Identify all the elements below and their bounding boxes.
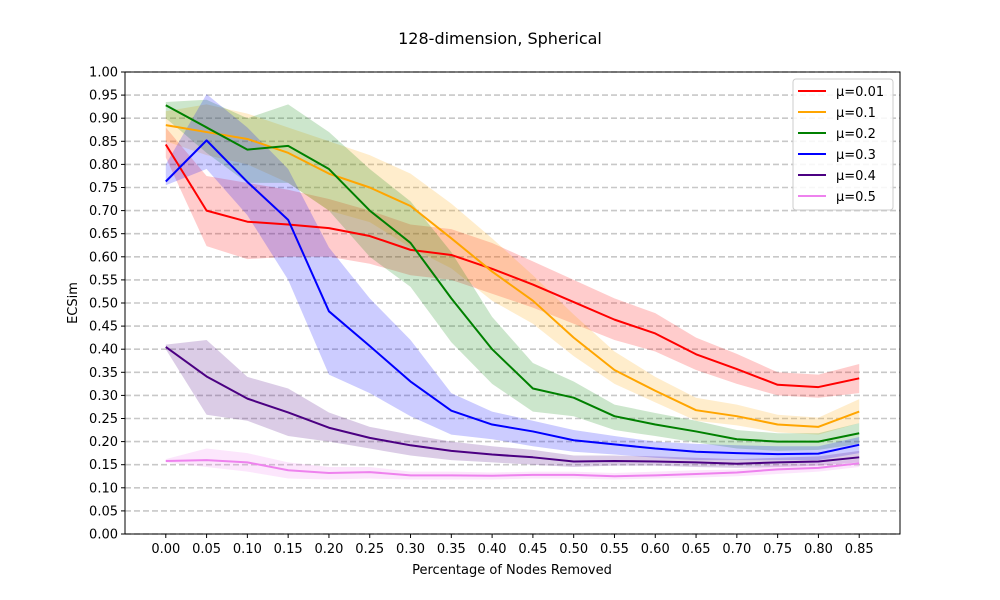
x-axis-label: Percentage of Nodes Removed bbox=[412, 563, 612, 578]
x-tick-label: 0.00 bbox=[151, 542, 180, 557]
y-axis-label: ECSim bbox=[66, 282, 81, 324]
legend-label: μ=0.3 bbox=[836, 148, 876, 163]
y-axis-ticks: 0.00 0.05 0.10 0.15 0.20 0.25 0.30 0.35 0.40 0.45… bbox=[89, 66, 125, 543]
series-band bbox=[165, 339, 860, 468]
y-tick-label: 0.25 bbox=[89, 412, 118, 427]
y-tick-label: 0.55 bbox=[89, 273, 118, 288]
series-band bbox=[165, 94, 860, 461]
series-line bbox=[165, 124, 860, 428]
y-tick-label: 0.35 bbox=[89, 366, 118, 381]
legend-label: μ=0.1 bbox=[836, 106, 876, 121]
legend-label: μ=0.5 bbox=[836, 190, 876, 205]
x-tick-label: 0.30 bbox=[396, 542, 425, 557]
series-line bbox=[164, 144, 860, 389]
legend: μ=0.01 μ=0.1 μ=0.2 μ=0.3 μ=0.4 μ=0.5 bbox=[792, 78, 894, 211]
series-band bbox=[165, 448, 860, 480]
y-tick-label: 0.15 bbox=[89, 458, 118, 473]
x-tick-label: 0.35 bbox=[437, 542, 466, 557]
series-band bbox=[165, 104, 860, 435]
y-tick-label: 0.60 bbox=[89, 250, 118, 265]
x-tick-label: 0.05 bbox=[192, 542, 221, 557]
y-tick-label: 0.85 bbox=[89, 135, 118, 150]
y-tick-label: 0.80 bbox=[89, 158, 118, 173]
y-tick-label: 0.00 bbox=[89, 528, 118, 543]
y-tick-label: 0.40 bbox=[89, 343, 118, 358]
y-tick-label: 0.30 bbox=[89, 389, 118, 404]
chart-title: 128-dimension, Spherical bbox=[398, 29, 602, 48]
line-layer bbox=[164, 104, 860, 478]
y-tick-label: 0.10 bbox=[89, 481, 118, 496]
y-tick-label: 0.20 bbox=[89, 435, 118, 450]
x-tick-label: 0.40 bbox=[478, 542, 507, 557]
x-tick-label: 0.50 bbox=[559, 542, 588, 557]
y-tick-label: 0.50 bbox=[89, 297, 118, 312]
legend-label: μ=0.2 bbox=[836, 127, 876, 142]
x-tick-label: 0.60 bbox=[641, 542, 670, 557]
series-line bbox=[165, 104, 860, 443]
x-tick-label: 0.15 bbox=[274, 542, 303, 557]
series-line bbox=[165, 346, 860, 465]
y-tick-label: 0.05 bbox=[89, 504, 118, 519]
legend-label: μ=0.4 bbox=[836, 169, 876, 184]
y-tick-label: 0.90 bbox=[89, 112, 118, 127]
series-line bbox=[165, 139, 860, 456]
x-tick-label: 0.70 bbox=[722, 542, 751, 557]
x-tick-label: 0.85 bbox=[845, 542, 874, 557]
x-tick-label: 0.20 bbox=[314, 542, 343, 557]
legend-label: μ=0.01 bbox=[836, 85, 884, 100]
y-tick-label: 1.00 bbox=[89, 66, 118, 81]
x-tick-label: 0.25 bbox=[355, 542, 384, 557]
x-tick-label: 0.10 bbox=[233, 542, 262, 557]
y-tick-label: 0.75 bbox=[89, 181, 118, 196]
y-tick-label: 0.45 bbox=[89, 320, 118, 335]
series-band bbox=[165, 99, 860, 451]
series-band bbox=[165, 127, 860, 398]
x-axis-ticks: 0.00 0.05 0.10 0.15 0.20 0.25 0.30 0.35 0.40 0.45… bbox=[151, 534, 874, 557]
x-tick-label: 0.45 bbox=[518, 542, 547, 557]
x-tick-label: 0.65 bbox=[682, 542, 711, 557]
series-line bbox=[165, 459, 860, 478]
y-tick-label: 0.65 bbox=[89, 227, 118, 242]
x-tick-label: 0.55 bbox=[600, 542, 629, 557]
x-tick-label: 0.75 bbox=[763, 542, 792, 557]
x-tick-label: 0.80 bbox=[804, 542, 833, 557]
band-layer bbox=[165, 94, 860, 480]
y-tick-label: 0.95 bbox=[89, 89, 118, 104]
y-tick-label: 0.70 bbox=[89, 204, 118, 219]
